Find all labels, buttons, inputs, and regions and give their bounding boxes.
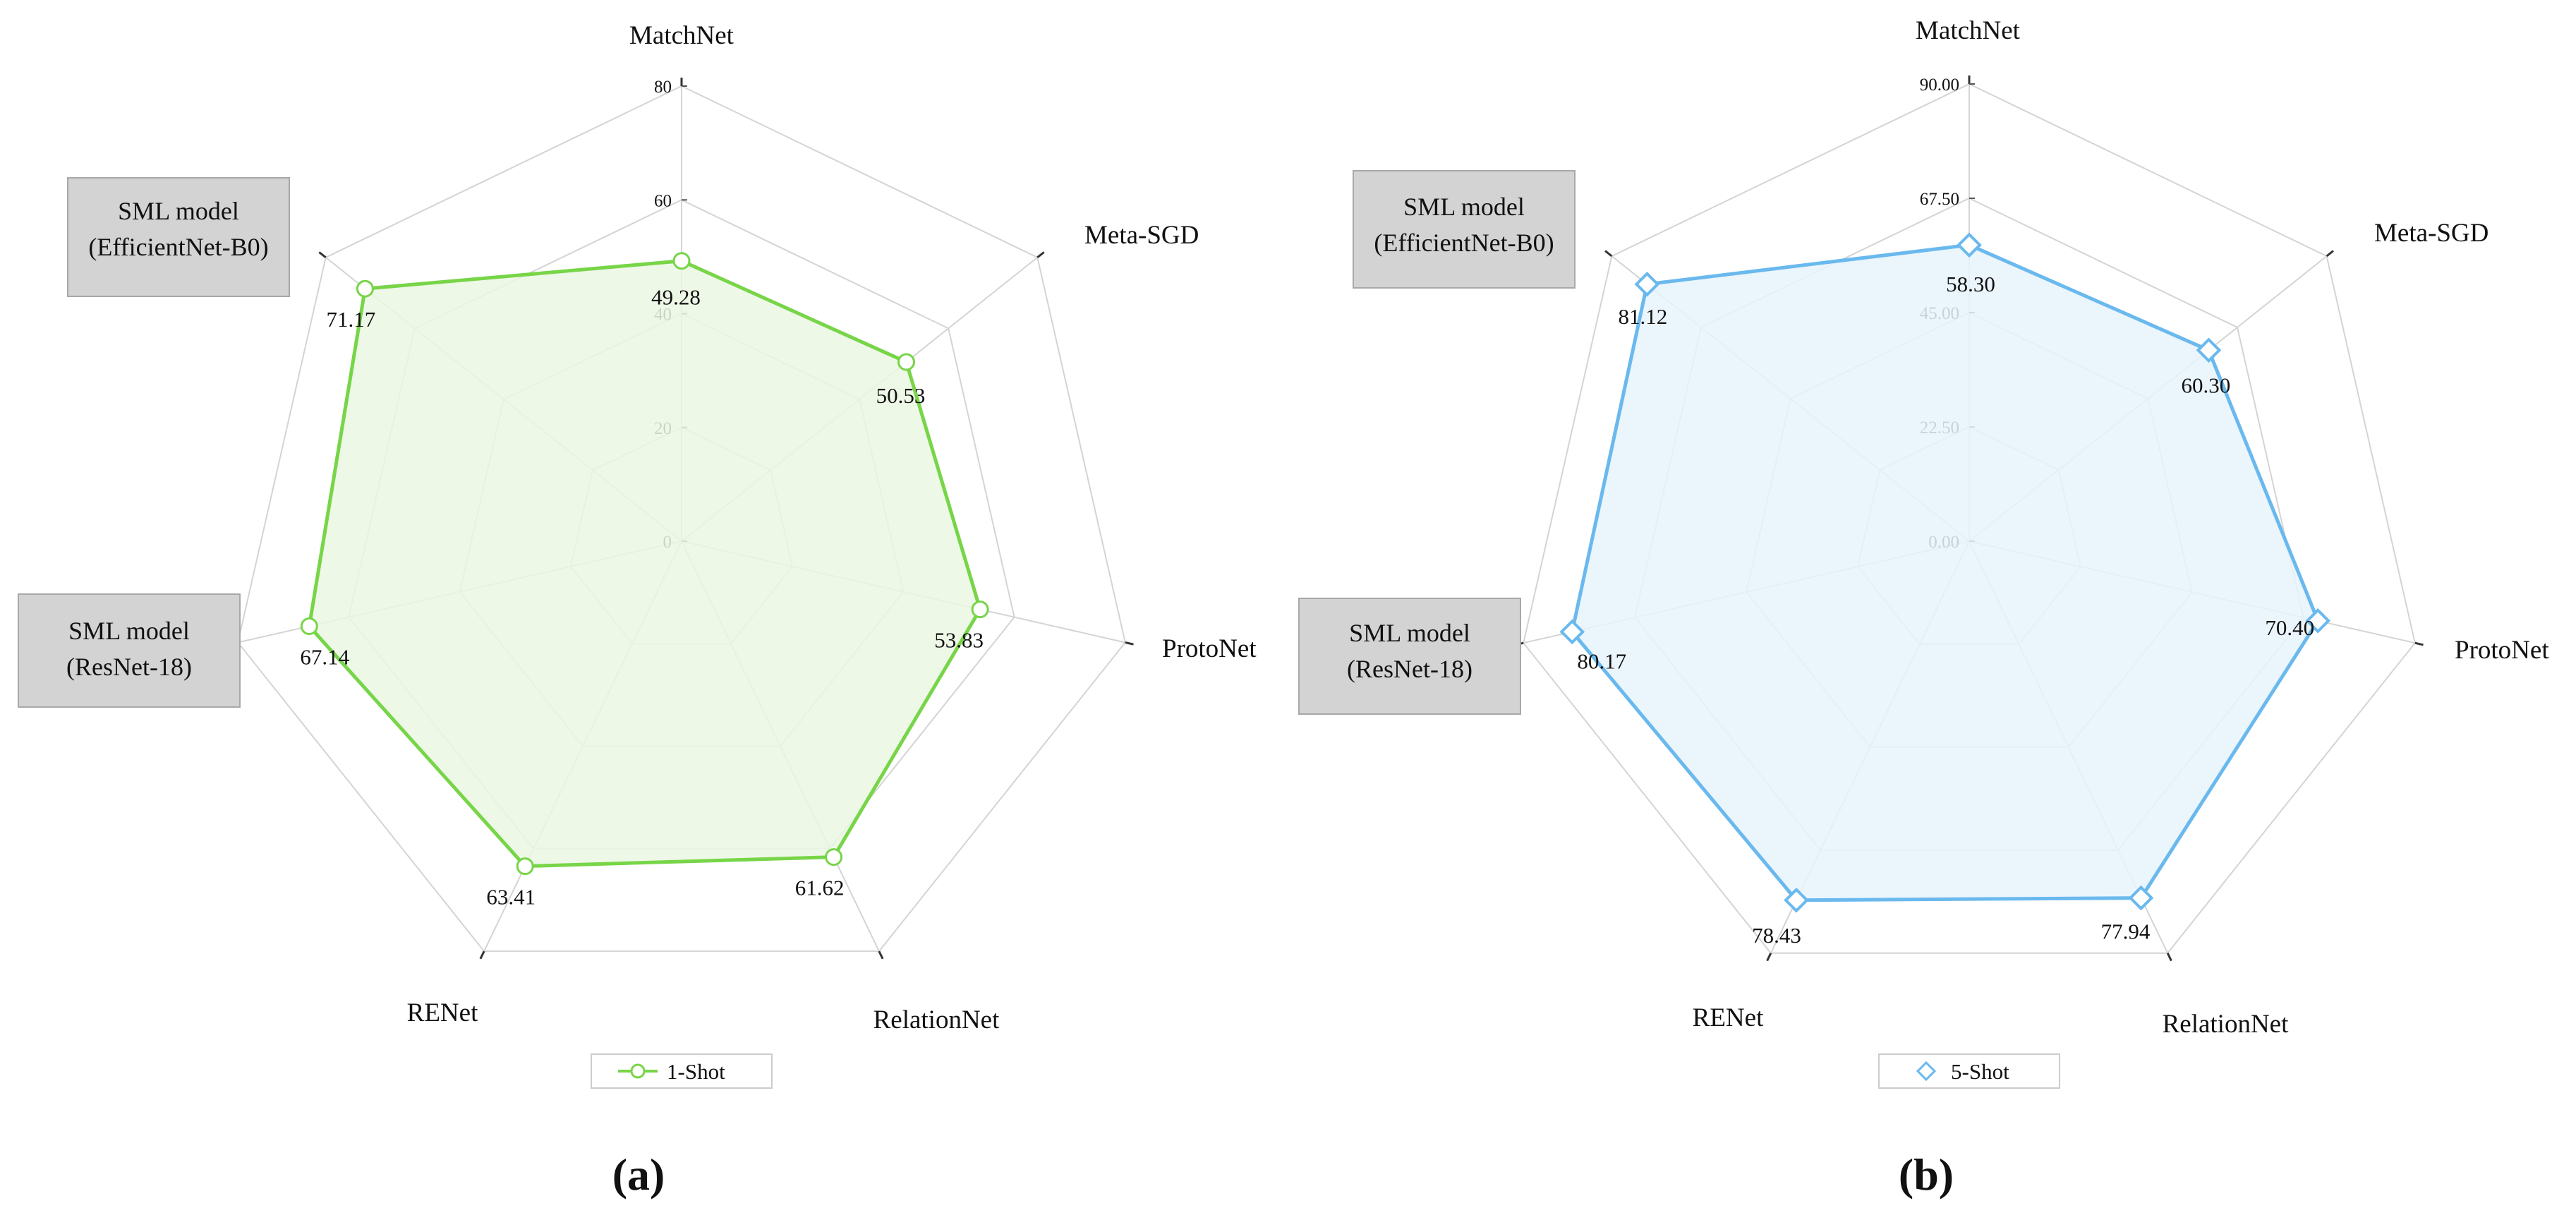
data-value-label: 78.43 <box>1752 923 1801 948</box>
axis-label: RelationNet <box>2163 1010 2290 1039</box>
legend-b[interactable]: 5-Shot <box>1878 1053 2060 1089</box>
axis-label: ProtoNet <box>1162 634 1257 663</box>
legend-label: 5-Shot <box>1951 1059 2009 1084</box>
label-box-line: SML model <box>1349 619 1470 647</box>
radar-axis-tick-mark <box>1604 250 1613 258</box>
data-point-diamond[interactable] <box>1634 272 1660 297</box>
label-box-line: SML model <box>118 197 239 225</box>
radar-series-a <box>300 252 989 876</box>
axis-label: Meta-SGD <box>2374 219 2489 248</box>
data-point-diamond[interactable] <box>1559 619 1585 645</box>
axis-label: MatchNet <box>629 21 734 50</box>
sml-resnet-box-b: SML model (ResNet-18) <box>1298 598 1521 715</box>
radial-tick-label: 80 <box>654 78 672 97</box>
radar-value-labels-a: 49.28 50.53 53.83 61.62 63.41 67.14 71.17 <box>300 285 984 910</box>
radar-axis-tick-mark <box>878 950 884 960</box>
label-box-background <box>1298 598 1521 715</box>
data-value-label: 49.28 <box>651 285 701 310</box>
data-point-diamond[interactable] <box>1784 887 1809 913</box>
data-point-circle[interactable] <box>516 857 534 876</box>
radar-axis-labels-b: MatchNet Meta-SGD ProtoNet RelationNet R… <box>1693 16 2550 1039</box>
legend-a[interactable]: 1-Shot <box>591 1053 773 1089</box>
panel-letter-a: (a) <box>612 1149 665 1200</box>
legend-diamond-icon <box>1916 1061 1937 1082</box>
data-value-label: 63.41 <box>486 885 536 910</box>
data-value-label: 77.94 <box>2101 919 2151 944</box>
data-point-diamond[interactable] <box>2128 885 2154 911</box>
label-box-line: (EfficientNet-B0) <box>88 233 268 261</box>
radial-tick-label: 90.00 <box>1920 76 1959 95</box>
data-value-label: 61.62 <box>795 876 845 900</box>
data-value-label: 53.83 <box>934 628 984 653</box>
radar-axis-tick-mark <box>1125 641 1134 646</box>
data-value-label: 60.30 <box>2182 373 2231 397</box>
data-point-diamond[interactable] <box>2305 608 2330 634</box>
axis-label: RENet <box>1693 1003 1764 1032</box>
radar-series-polygon <box>1570 243 2321 902</box>
radar-axis-labels-a: MatchNet Meta-SGD ProtoNet RelationNet R… <box>407 21 1257 1034</box>
panel-letter-b: (b) <box>1899 1149 1954 1200</box>
sml-efficientnet-box-b: SML model (EfficientNet-B0) <box>1353 170 1576 289</box>
label-box-line: SML model <box>68 617 190 645</box>
legend-label: 1-Shot <box>667 1059 725 1084</box>
data-point-circle[interactable] <box>672 252 691 270</box>
axis-label: RENet <box>407 998 478 1027</box>
sml-efficientnet-box-a: SML model (EfficientNet-B0) <box>67 177 290 297</box>
data-point-circle[interactable] <box>971 600 989 619</box>
sml-resnet-box-a: SML model (ResNet-18) <box>18 593 241 708</box>
data-value-label: 81.12 <box>1619 304 1668 329</box>
axis-label: RelationNet <box>873 1005 1000 1034</box>
radar-axis-tick-mark <box>479 950 485 960</box>
radar-chart-a: 020406080 49.2850.5353.8361.6263.4167.14… <box>18 21 1257 1200</box>
radar-axis-tick-mark <box>2326 250 2334 258</box>
label-box-background <box>1353 170 1576 289</box>
data-point-circle[interactable] <box>300 617 318 635</box>
data-value-label: 80.17 <box>1577 648 1626 673</box>
radar-grid-ring <box>237 85 1126 953</box>
data-value-label: 71.17 <box>327 307 376 332</box>
radar-value-labels-b: 58.30 60.30 70.40 77.94 78.43 80.17 81.12 <box>1577 272 2314 948</box>
label-box-line: SML model <box>1403 193 1525 221</box>
radar-series-polygon <box>307 259 982 869</box>
radial-tick-label: 67.50 <box>1920 190 1959 209</box>
data-value-label: 67.14 <box>300 645 349 670</box>
data-value-label: 70.40 <box>2265 615 2314 640</box>
label-box-background <box>18 593 241 708</box>
axis-label: MatchNet <box>1916 16 2021 45</box>
data-point-circle[interactable] <box>825 848 843 866</box>
data-point-diamond[interactable] <box>1957 232 1982 258</box>
radar-axis-tick-mark <box>2166 953 2172 962</box>
radar-series-b <box>1559 232 2330 913</box>
legend-border <box>1878 1053 2060 1089</box>
data-point-circle[interactable] <box>897 353 915 371</box>
radar-axis-tick-mark <box>1036 251 1045 258</box>
radar-axis-tick-mark <box>2414 641 2424 646</box>
radar-axis-tick-mark <box>318 251 327 258</box>
radar-grid-ring <box>1523 83 2416 954</box>
label-box-background <box>67 177 290 297</box>
radar-axis-tick-mark <box>1766 953 1772 962</box>
label-box-line: (ResNet-18) <box>66 653 192 681</box>
axis-label: Meta-SGD <box>1084 221 1199 250</box>
legend-circle-icon <box>630 1063 646 1079</box>
axis-label: ProtoNet <box>2455 636 2549 665</box>
label-box-line: (ResNet-18) <box>1347 655 1473 683</box>
data-value-label: 58.30 <box>1946 272 1995 296</box>
data-point-diamond[interactable] <box>2196 337 2222 363</box>
label-box-line: (EfficientNet-B0) <box>1374 229 1554 257</box>
data-point-circle[interactable] <box>356 279 374 298</box>
data-value-label: 50.53 <box>876 383 926 408</box>
radial-tick-label: 60 <box>654 191 672 210</box>
